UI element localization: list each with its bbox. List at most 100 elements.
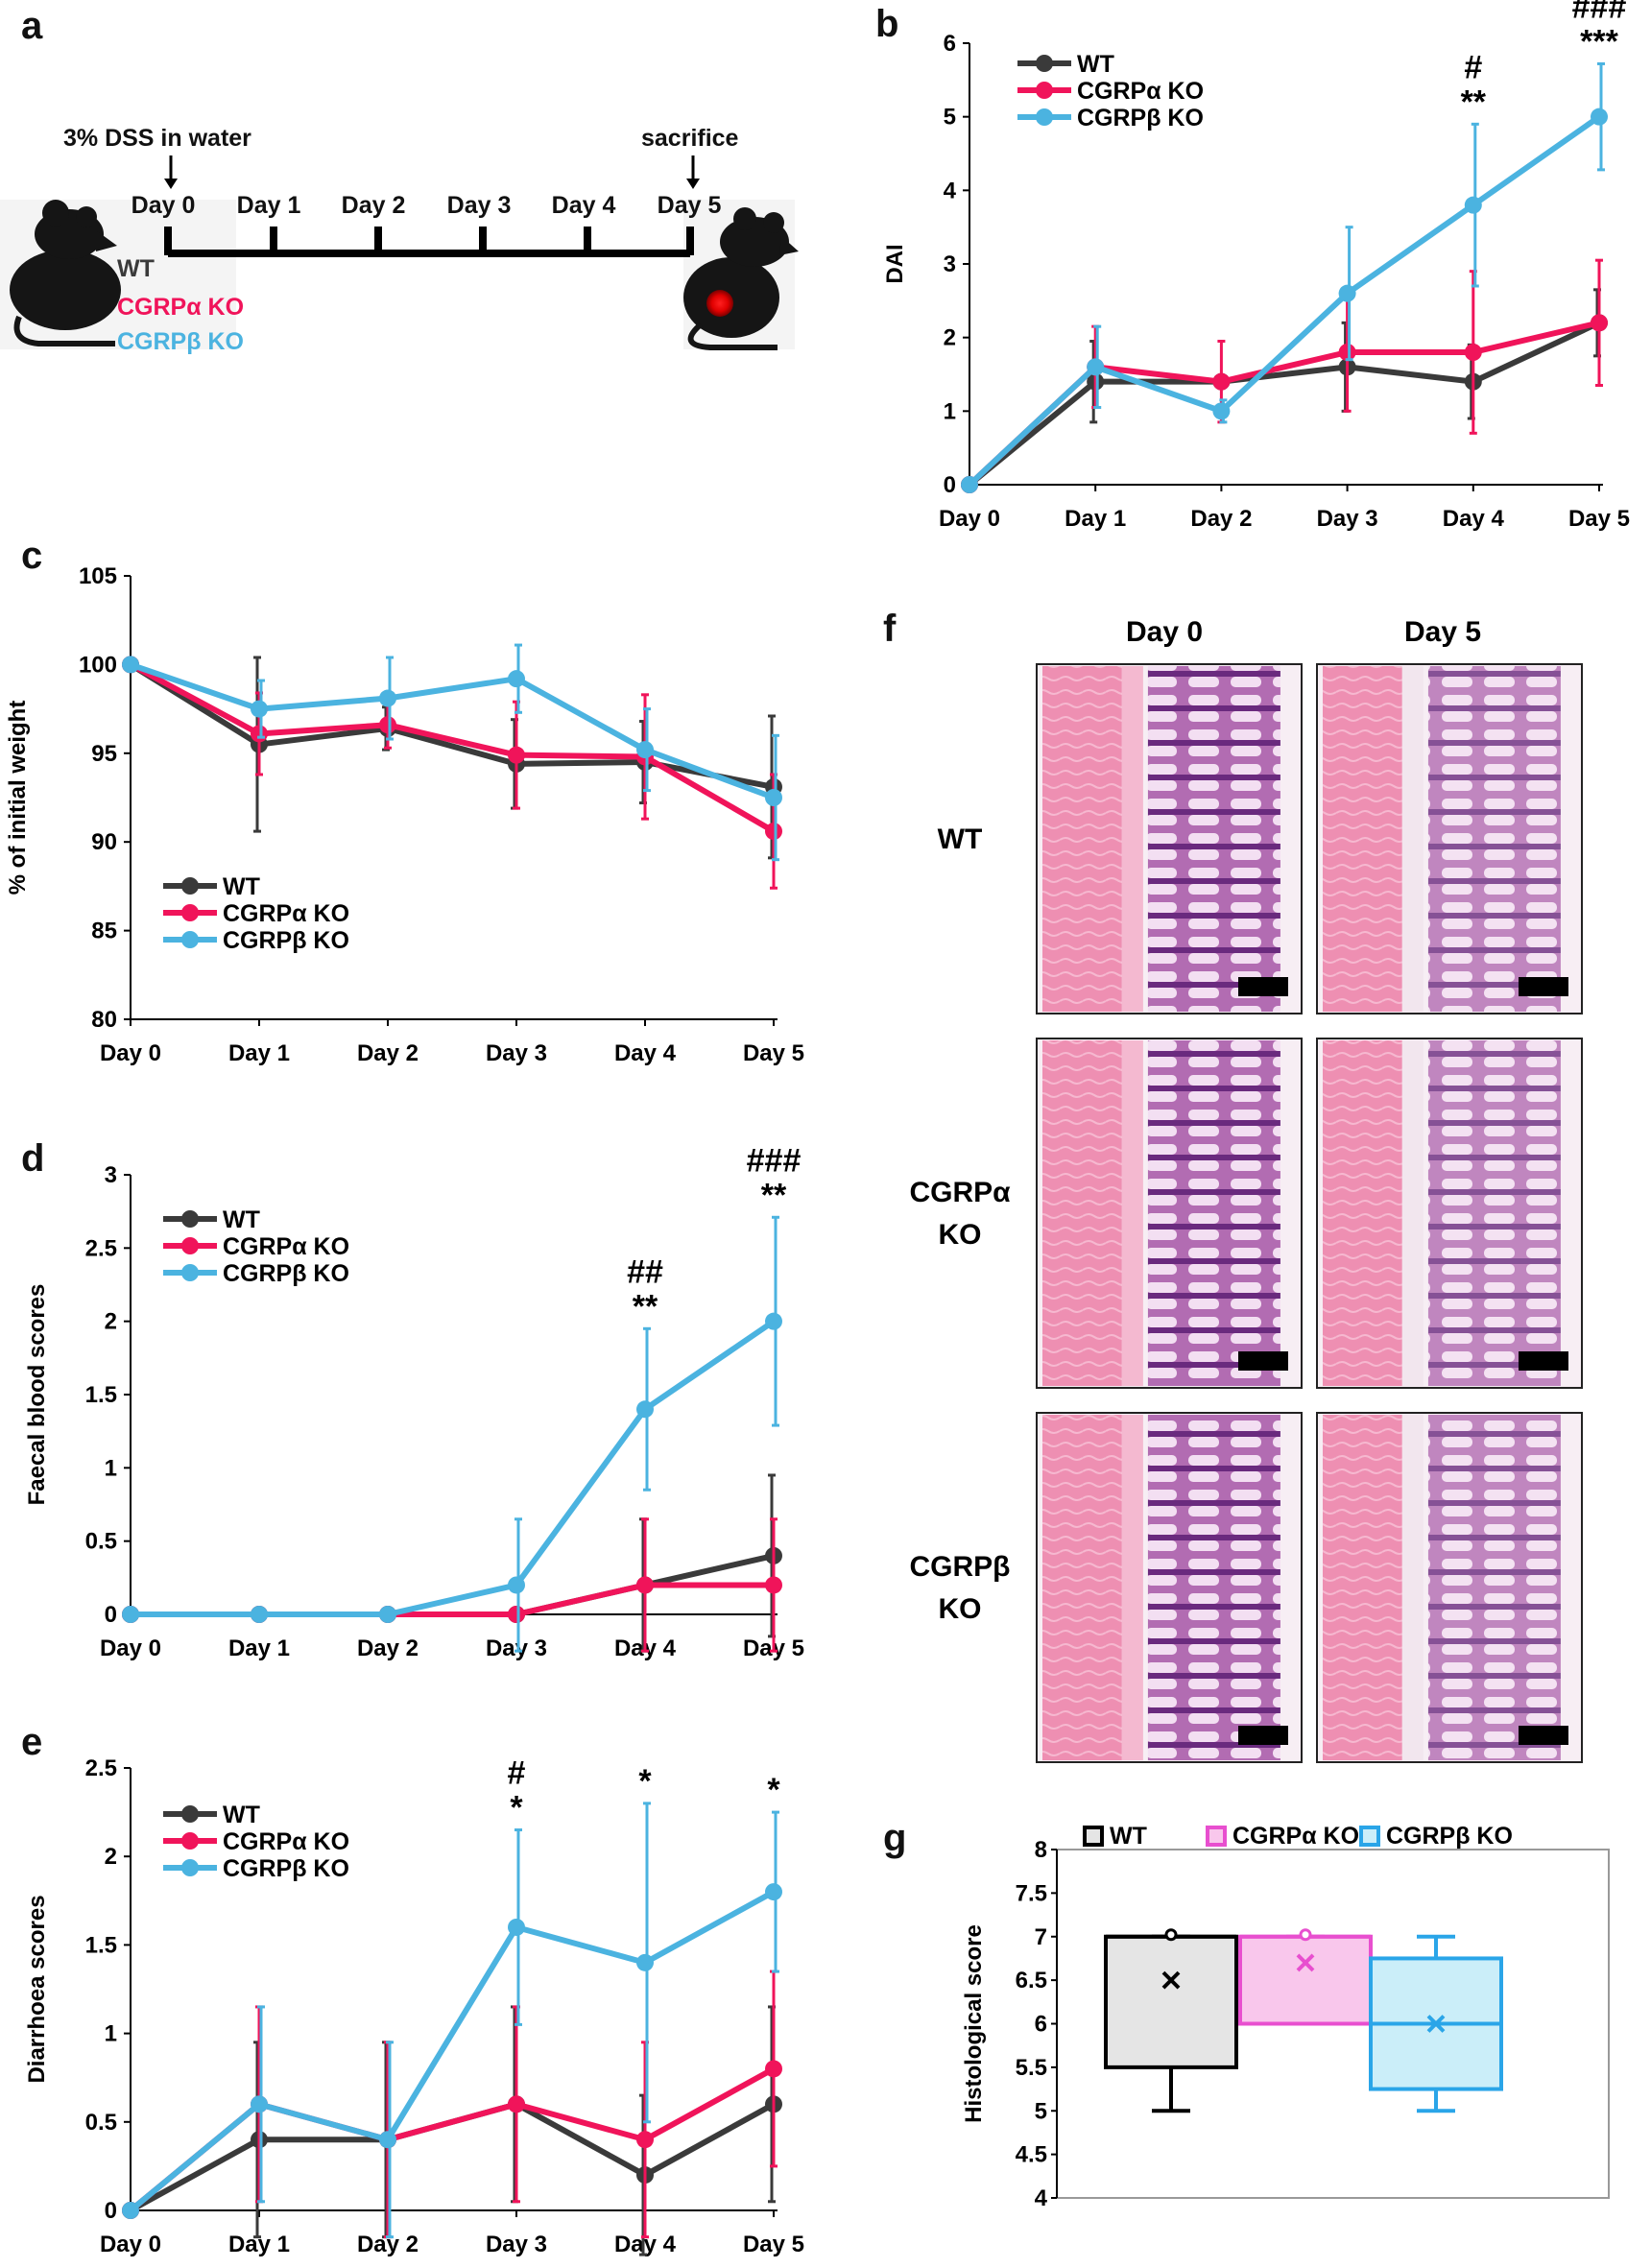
x-tick-label: Day 0	[100, 1040, 161, 1066]
series-alpha	[122, 1970, 782, 2239]
legend-label-alpha: CGRPα KO	[223, 1233, 349, 1260]
mouse-icon	[10, 200, 121, 346]
y-axis-label: % of initial weight	[5, 701, 31, 895]
y-tick-label: 1	[944, 398, 956, 424]
x-tick-label: Day 2	[357, 1635, 419, 1661]
histology-image	[1316, 663, 1583, 1015]
series-line-beta	[967, 114, 1601, 488]
y-tick-label: 105	[79, 563, 117, 589]
data-point-beta	[122, 1606, 139, 1623]
chart-g-histological-score: 4 4.5 5 5.5 6 6.5 7 7.5 8 Histological score WT CGR…	[961, 1823, 1610, 2211]
x-tick-label: Day 4	[614, 1040, 677, 1066]
scale-bar	[1238, 1726, 1288, 1745]
legend-swatch-beta	[1359, 1826, 1380, 1847]
group-label-wt: WT	[117, 255, 155, 282]
y-tick-label: 6	[944, 31, 956, 57]
significance-mark: #	[508, 1755, 526, 1792]
panel-label-c: c	[21, 535, 42, 577]
y-tick-label: 2	[105, 1844, 117, 1870]
schematic-panel: 3% DSS in water sacrifice Day 0 Day 1 Da…	[0, 125, 799, 355]
data-point-beta	[1338, 284, 1356, 302]
data-point-beta	[1591, 107, 1608, 126]
panel-label-e: e	[21, 1721, 42, 1763]
data-point-alpha	[1212, 372, 1231, 391]
y-axis-label: DAI	[882, 244, 908, 283]
arrow-down-icon	[686, 155, 700, 189]
box-alpha	[1238, 1928, 1373, 2026]
series-beta	[122, 643, 782, 862]
data-point-alpha	[765, 1576, 782, 1594]
legend-label-beta: CGRPβ KO	[223, 1260, 349, 1287]
crypt-layer	[1427, 666, 1561, 1012]
series-line-alpha	[129, 2065, 776, 2213]
y-tick-label: 5	[1035, 2098, 1047, 2124]
muscle-layer	[1323, 1040, 1402, 1386]
scale-bar	[1519, 1351, 1568, 1371]
y-tick-label: 0.5	[85, 2110, 117, 2136]
y-tick-label: 1	[105, 2021, 117, 2047]
series-alpha	[122, 1517, 782, 1653]
series-line-wt	[968, 320, 1601, 488]
timeline-day3: Day 3	[447, 192, 512, 219]
x-tick-label: Day 1	[1065, 506, 1126, 532]
y-tick-label: 5.5	[1016, 2055, 1047, 2081]
crypt-layer	[1147, 666, 1280, 1012]
legend-label-wt: WT	[223, 1802, 260, 1828]
series-line-alpha	[129, 661, 776, 834]
y-tick-label: 100	[79, 652, 117, 678]
outlier-point	[1164, 1928, 1178, 1942]
outlier-point	[1299, 1928, 1312, 1942]
data-point-beta	[765, 789, 782, 806]
y-axis-label: Diarrhoea scores	[24, 1895, 50, 2083]
legend-label-beta: CGRPβ KO	[1077, 105, 1204, 131]
histology-row-label: CGRPα KO	[909, 1177, 1011, 1251]
legend-label-wt: WT	[1110, 1823, 1147, 1850]
significance-mark: ###	[1572, 0, 1627, 25]
histology-image	[1036, 1412, 1303, 1763]
crypt-layer	[1427, 1040, 1561, 1386]
y-tick-label: 80	[91, 1007, 117, 1033]
y-axis-label: Histological score	[961, 1924, 987, 2123]
y-tick-label: 1	[105, 1455, 117, 1481]
box-iqr	[1238, 1934, 1373, 2026]
submucosa-layer	[1121, 1415, 1143, 1760]
legend-label-alpha: CGRPα KO	[223, 1828, 349, 1855]
data-point-alpha	[636, 2131, 654, 2149]
data-point-beta	[765, 1312, 782, 1330]
panel-label-a: a	[21, 5, 43, 47]
y-tick-label: 1.5	[85, 1932, 117, 1958]
y-tick-label: 85	[91, 919, 117, 944]
series-wt	[122, 2005, 782, 2256]
x-tick-label: Day 3	[486, 1040, 547, 1066]
legend-label-alpha: CGRPα KO	[223, 900, 349, 927]
y-tick-label: 95	[91, 741, 117, 767]
significance-mark: **	[633, 1288, 658, 1325]
data-point-alpha	[508, 2095, 525, 2113]
panel-label-g: g	[883, 1817, 906, 1859]
y-axis-label: Faecal blood scores	[24, 1284, 50, 1506]
y-tick-label: 2	[105, 1309, 117, 1335]
legend-marker-wt	[181, 877, 199, 895]
series-beta	[961, 61, 1608, 493]
data-point-beta	[379, 1606, 396, 1623]
legend-label-alpha: CGRPα KO	[1077, 78, 1204, 105]
x-tick-label: Day 5	[1568, 506, 1630, 532]
data-point-alpha	[1464, 344, 1482, 361]
data-point-alpha	[765, 2060, 782, 2078]
muscle-layer	[1323, 1415, 1402, 1760]
inflammation-marker	[706, 290, 733, 317]
significance-mark: ##	[627, 1253, 663, 1290]
data-point-beta	[636, 1400, 654, 1419]
submucosa-layer	[1121, 1040, 1143, 1386]
histology-image	[1036, 663, 1303, 1015]
x-tick-label: Day 3	[486, 2232, 547, 2257]
y-tick-label: 1.5	[85, 1382, 117, 1408]
panel-label-d: d	[21, 1137, 44, 1180]
series-wt	[961, 288, 1608, 493]
submucosa-layer	[1401, 666, 1424, 1012]
series-beta	[122, 1215, 782, 1653]
data-point-beta	[122, 656, 139, 674]
legend-swatch-wt	[1083, 1826, 1104, 1847]
